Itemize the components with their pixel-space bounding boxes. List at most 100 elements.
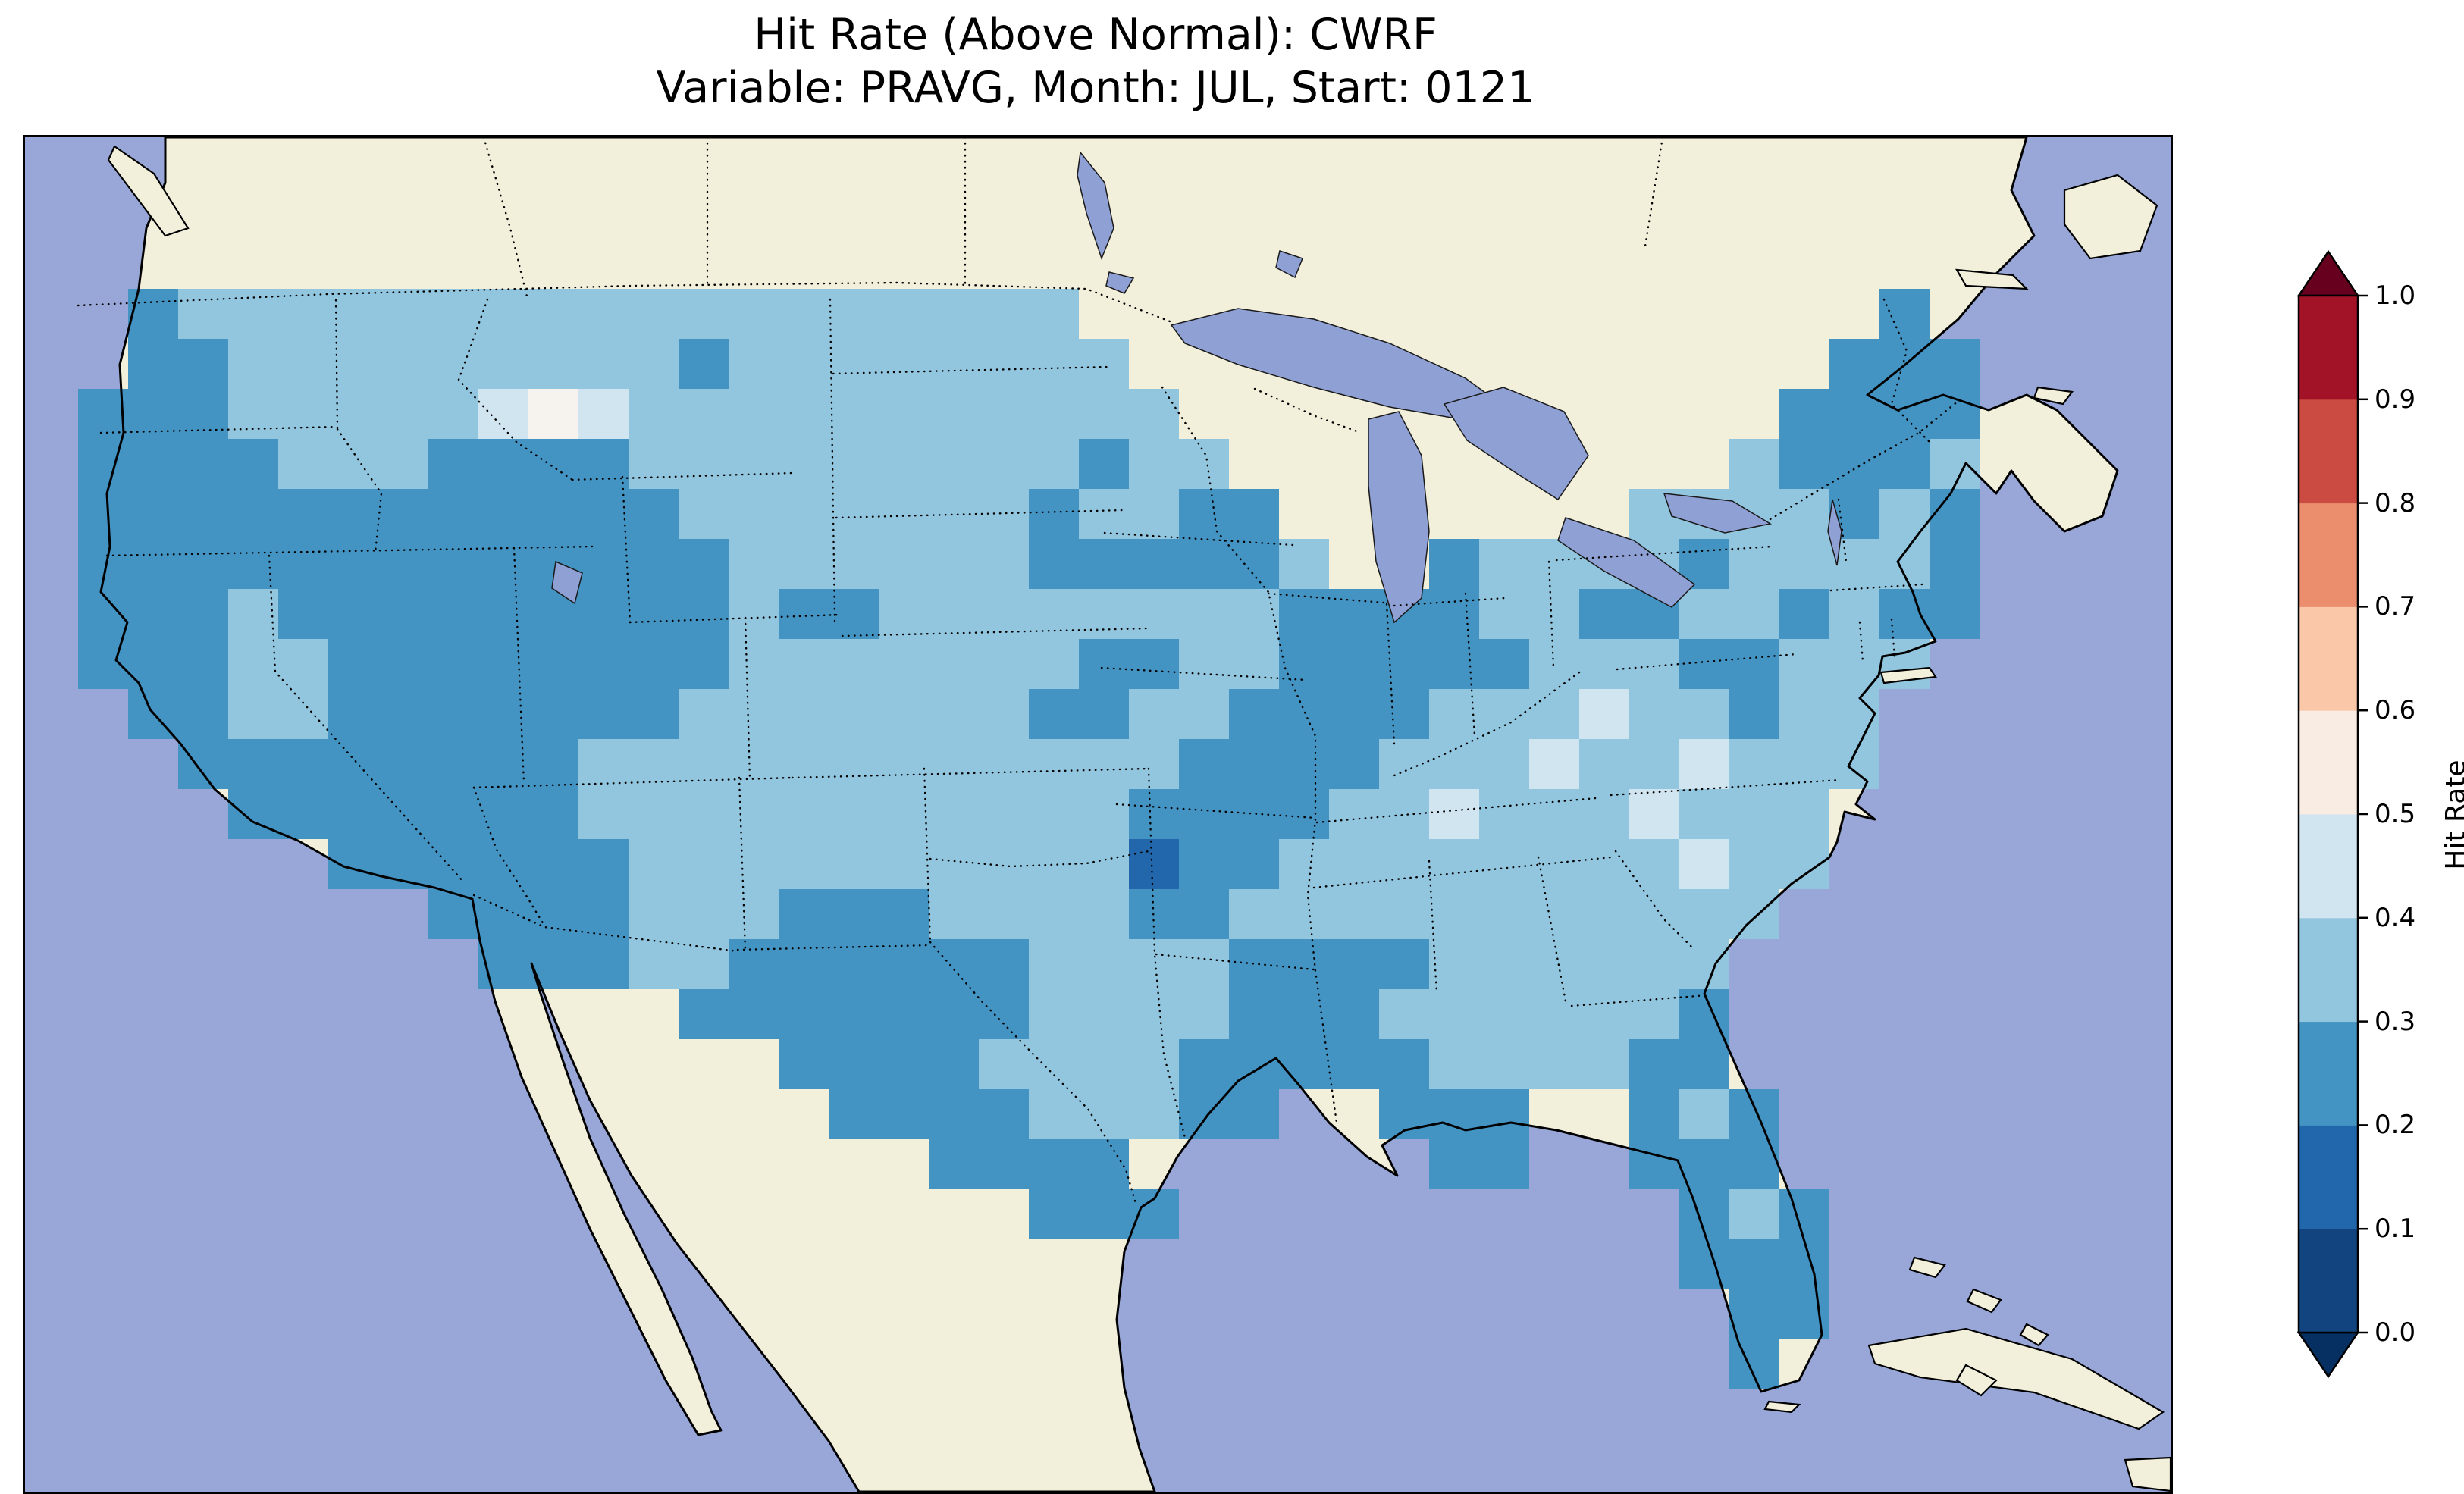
grid-cell xyxy=(629,389,679,439)
grid-cell xyxy=(1179,939,1229,989)
grid-cell xyxy=(629,539,679,589)
grid-cell xyxy=(378,339,428,389)
grid-cell xyxy=(328,839,378,889)
grid-cell xyxy=(1179,739,1229,789)
grid-cell xyxy=(929,989,979,1039)
grid-cell xyxy=(1129,989,1179,1039)
grid-cell xyxy=(1229,1089,1279,1139)
grid-cell xyxy=(929,889,979,939)
grid-cell xyxy=(1079,989,1129,1039)
grid-cell xyxy=(979,489,1029,539)
grid-cell xyxy=(1779,839,1829,889)
admin-border xyxy=(1100,666,1308,681)
admin-border xyxy=(829,298,836,622)
grid-cell xyxy=(1529,989,1579,1039)
grid-cell xyxy=(1679,1139,1729,1189)
grid-cell xyxy=(879,639,929,689)
grid-cell xyxy=(779,839,829,889)
grid-cell xyxy=(78,489,128,539)
grid-cell xyxy=(829,889,879,939)
grid-cell xyxy=(128,339,178,389)
grid-cell xyxy=(228,639,278,689)
grid-cell xyxy=(1179,689,1229,739)
grid-cell xyxy=(578,889,629,939)
colorbar-segment xyxy=(2299,814,2358,919)
grid-cell xyxy=(929,539,979,589)
admin-border xyxy=(336,428,383,554)
grid-cell xyxy=(979,339,1029,389)
grid-cell xyxy=(528,789,578,839)
grid-cell xyxy=(1179,439,1229,489)
grid-cell xyxy=(1079,1139,1129,1189)
grid-cell xyxy=(879,539,929,589)
map-axes xyxy=(23,135,2173,1494)
grid-cell xyxy=(779,439,829,489)
grid-cell xyxy=(1579,889,1629,939)
grid-cell xyxy=(679,989,729,1039)
grid-cell xyxy=(1229,589,1279,639)
grid-cell xyxy=(1679,939,1729,989)
grid-cell xyxy=(1379,639,1429,689)
grid-cell xyxy=(1729,839,1779,889)
grid-cell xyxy=(679,639,729,689)
grid-cell xyxy=(278,789,328,839)
grid-cell xyxy=(629,339,679,389)
grid-cell xyxy=(1679,1239,1729,1289)
admin-border xyxy=(923,767,932,944)
grid-cell xyxy=(1779,539,1829,589)
grid-cell xyxy=(178,539,228,589)
grid-cell xyxy=(1079,889,1129,939)
admin-border xyxy=(1537,856,1567,1003)
grid-cell xyxy=(1579,989,1629,1039)
grid-cell xyxy=(1879,489,1930,539)
grid-cell xyxy=(478,689,528,739)
admin-border xyxy=(621,475,632,624)
grid-cell xyxy=(328,589,378,639)
grid-cell xyxy=(228,539,278,589)
grid-cell xyxy=(1629,939,1679,989)
lake xyxy=(1557,517,1696,608)
grid-cell xyxy=(1379,889,1429,939)
grid-cell xyxy=(1579,739,1629,789)
grid-cell xyxy=(979,989,1029,1039)
grid-cell xyxy=(879,1039,929,1089)
grid-cell xyxy=(1029,1139,1079,1189)
grid-cell xyxy=(1629,739,1679,789)
grid-cell xyxy=(879,889,929,939)
grid-cell xyxy=(679,539,729,589)
grid-cell xyxy=(729,939,779,989)
grid-cell xyxy=(578,839,629,889)
grid-cell xyxy=(1179,839,1229,889)
grid-cell xyxy=(478,489,528,539)
grid-cell xyxy=(1329,689,1379,739)
grid-cell xyxy=(328,539,378,589)
grid-cell xyxy=(478,539,528,589)
grid-cell xyxy=(1779,1189,1829,1239)
grid-cell xyxy=(228,589,278,639)
grid-cell xyxy=(378,439,428,489)
grid-cell xyxy=(1229,939,1279,989)
hit-rate-grid xyxy=(78,289,1980,1389)
grid-cell xyxy=(228,689,278,739)
grid-cell xyxy=(629,589,679,639)
grid-cell xyxy=(979,539,1029,589)
grid-cell xyxy=(779,1039,829,1089)
grid-cell xyxy=(278,339,328,389)
conus-map xyxy=(25,137,2171,1492)
colorbar-tick-label: 0.9 xyxy=(2375,384,2416,415)
grid-cell xyxy=(1930,589,1980,639)
grid-cell xyxy=(578,689,629,739)
grid-cell xyxy=(228,489,278,539)
grid-cell xyxy=(478,289,528,339)
grid-cell xyxy=(1779,1239,1829,1289)
island xyxy=(2063,174,2158,260)
lake xyxy=(551,560,583,605)
admin-border xyxy=(457,298,574,481)
colorbar-segment xyxy=(2299,606,2358,711)
grid-cell xyxy=(929,689,979,739)
grid-cell xyxy=(1379,689,1429,739)
grid-cell xyxy=(428,639,478,689)
grid-cell xyxy=(1779,639,1829,689)
grid-cell xyxy=(578,339,629,389)
grid-cell xyxy=(1279,639,1329,689)
